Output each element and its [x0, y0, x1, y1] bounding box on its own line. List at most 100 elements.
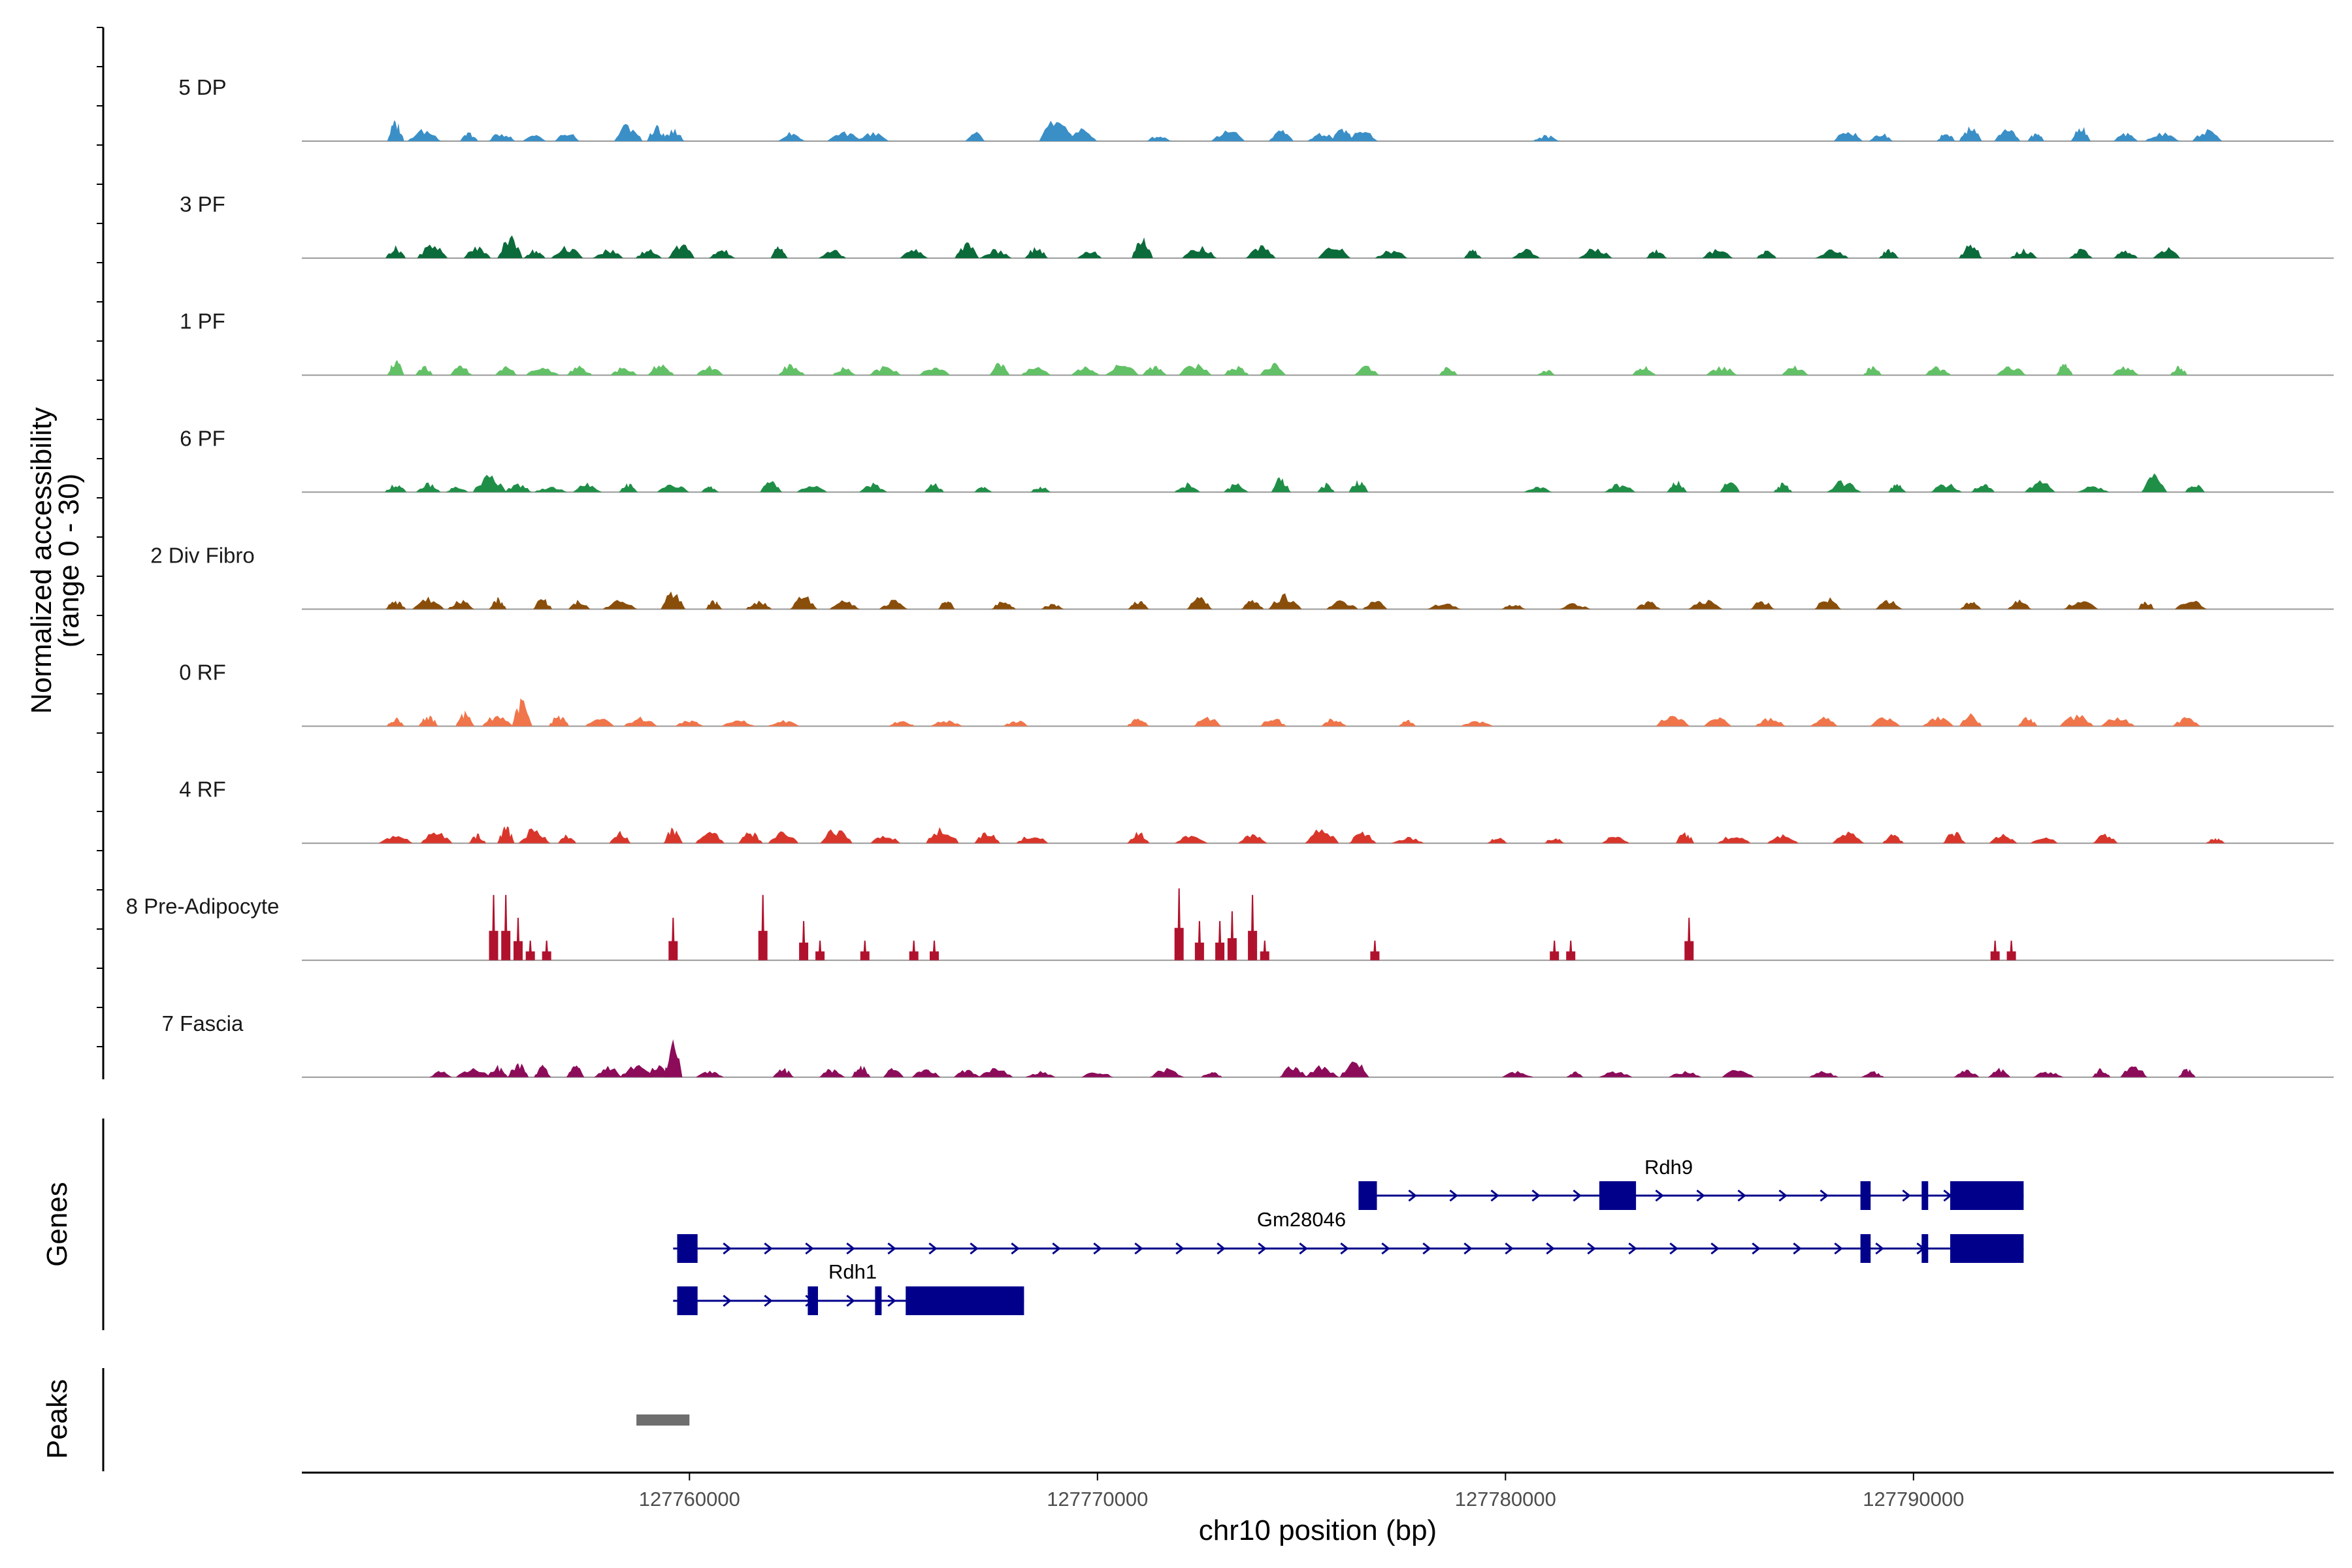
coverage-peak	[1809, 1071, 1838, 1077]
coverage-peak	[610, 367, 638, 376]
strand-arrow	[1299, 1242, 1308, 1255]
coverage-peak	[1439, 367, 1458, 376]
coverage-peak	[387, 360, 404, 376]
strand-arrow	[887, 1242, 896, 1255]
coverage-peak	[991, 601, 1016, 610]
coverage-peak	[1544, 838, 1565, 843]
gene-exon	[875, 1286, 882, 1315]
strand-arrow	[1752, 1242, 1761, 1255]
coverage-peak	[1989, 834, 2017, 843]
coverage-peak	[554, 134, 580, 141]
strand-arrow	[970, 1242, 979, 1255]
coverage-peak	[619, 1065, 653, 1077]
strand-arrow	[1820, 1189, 1829, 1202]
coverage-peak	[522, 135, 547, 141]
track-7: 8 Pre-Adipocyte	[126, 888, 2334, 961]
coverage-peak	[721, 720, 756, 727]
coverage-peak	[799, 921, 809, 960]
coverage-peak	[857, 132, 889, 141]
strand-arrow	[764, 1242, 773, 1255]
track-label: 5 DP	[178, 75, 226, 99]
gene-exon	[677, 1286, 698, 1315]
coverage-peak	[1215, 921, 1225, 960]
coverage-peak	[1024, 247, 1048, 259]
coverage-peak	[1223, 483, 1249, 493]
x-tick-label: 127760000	[639, 1488, 740, 1511]
strand-arrow	[1422, 1242, 1431, 1255]
coverage-peak	[416, 482, 441, 493]
coverage-peak	[909, 940, 919, 960]
coverage-peak	[489, 596, 507, 610]
track-label: 8 Pre-Adipocyte	[126, 894, 280, 919]
coverage-peak	[1646, 249, 1667, 259]
coverage-peak	[2141, 473, 2168, 493]
coverage-peak	[618, 483, 638, 493]
gene-label: Gm28046	[1257, 1208, 1346, 1231]
coverage-peak	[1767, 834, 1799, 843]
coverage-peak	[448, 600, 475, 610]
coverage-peak	[1025, 1071, 1056, 1077]
coverage-peak	[1861, 1071, 1885, 1077]
track-label: 6 PF	[180, 426, 225, 450]
strand-arrow	[928, 1242, 938, 1255]
strand-arrow	[887, 1294, 896, 1307]
coverage-peak	[1486, 838, 1508, 843]
strand-arrow	[1093, 1242, 1102, 1255]
coverage-peak	[1936, 134, 1956, 141]
coverage-peak	[504, 483, 532, 493]
coverage-peak	[1245, 245, 1276, 259]
strand-arrow	[1834, 1242, 1843, 1255]
coverage-peak	[1750, 601, 1775, 610]
coverage-peak	[572, 482, 602, 493]
gene-exon	[1921, 1181, 1929, 1210]
coverage-peak	[1223, 365, 1250, 376]
coverage-peak	[1566, 1071, 1584, 1077]
coverage-peak	[472, 474, 506, 493]
coverage-peak	[668, 917, 678, 960]
coverage-peak	[1814, 597, 1842, 610]
coverage-peak	[661, 128, 685, 141]
coverage-peak	[760, 481, 783, 493]
coverage-peak	[1869, 717, 1901, 727]
coverage-peak	[415, 366, 434, 376]
coverage-peak	[1990, 940, 2000, 960]
coverage-peak	[1375, 250, 1408, 259]
coverage-peak	[1566, 940, 1576, 960]
coverage-peak	[2017, 717, 2038, 727]
coverage-peak	[387, 120, 404, 141]
track-label: 2 Div Fibro	[150, 543, 255, 567]
coverage-peak	[420, 832, 453, 843]
coverage-peak	[1635, 601, 1661, 610]
coverage-peak	[766, 720, 800, 727]
strand-arrow	[1217, 1242, 1226, 1255]
coverage-peak	[974, 487, 992, 493]
coverage-peak	[2027, 133, 2045, 141]
coverage-peak	[514, 917, 523, 960]
gene-label: Rdh9	[1644, 1156, 1693, 1179]
coverage-peak	[1995, 366, 2027, 376]
coverage-peak	[1317, 247, 1351, 259]
coverage-peak	[2206, 838, 2225, 843]
gene-gm28046: Gm28046	[673, 1208, 2024, 1263]
coverage-peak	[1755, 717, 1787, 727]
strand-arrow	[1546, 1242, 1555, 1255]
coverage-peak	[533, 598, 552, 610]
coverage-peak	[1994, 129, 2021, 141]
coverage-peak	[1362, 600, 1388, 610]
coverage-peak	[2091, 1068, 2111, 1077]
coverage-peak	[858, 482, 888, 493]
coverage-peak	[449, 365, 473, 376]
coverage-tracks: 5 DP 3 PF 1 PF 6 PF 2 Div Fibro 0 RF 4 RF 8 Pre…	[126, 75, 2334, 1078]
coverage-peak	[1773, 482, 1793, 493]
coverage-peak	[2113, 133, 2138, 141]
coverage-peak	[745, 600, 772, 610]
coverage-peak	[1370, 940, 1380, 960]
coverage-peak	[1039, 120, 1075, 141]
genes-track-title: Genes	[41, 1182, 73, 1267]
coverage-peak	[623, 716, 658, 727]
gene-exon	[1950, 1181, 2024, 1210]
coverage-peak	[2113, 250, 2138, 259]
coverage-peak	[1241, 600, 1264, 610]
coverage-peak	[818, 250, 847, 259]
coverage-peak	[647, 125, 667, 141]
